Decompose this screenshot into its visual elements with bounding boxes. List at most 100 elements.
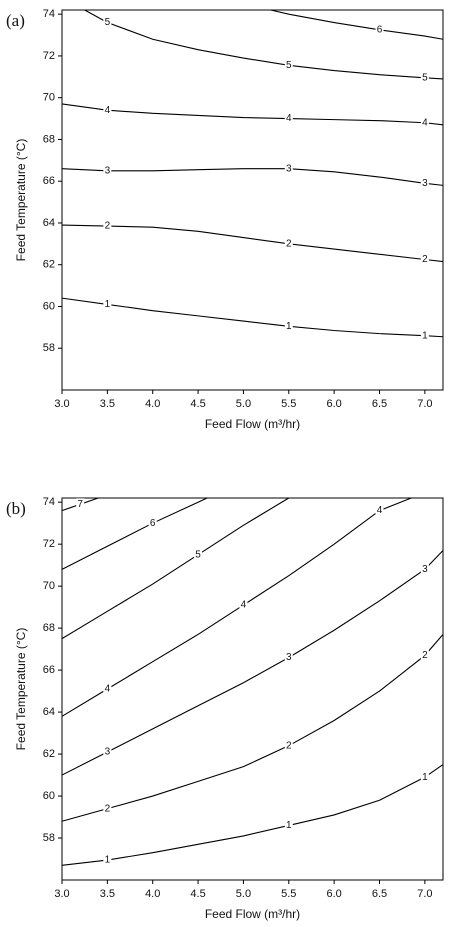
x-tick-label: 3.0 [54,398,69,410]
contour-label-bg [420,253,429,266]
contour-label-bg [103,683,112,695]
contour-line [61,634,444,822]
contour-label-bg [239,599,248,612]
contour-label-bg [284,651,293,664]
contour-label-bg [420,329,429,342]
contour-label: 1 [286,820,292,831]
contour-label: 1 [422,772,428,783]
contour-label-bg [284,237,293,250]
contour-label: 1 [105,855,111,866]
contour-label: 4 [105,684,111,695]
x-tick-label: 5.0 [236,398,251,410]
y-tick-label: 64 [43,217,55,229]
y-tick-label: 68 [43,133,55,145]
y-tick-label: 62 [43,259,55,271]
contour-label: 5 [286,60,292,71]
x-tick-label: 6.0 [326,398,341,410]
contour-label-bg [420,771,429,784]
contour-line [61,550,444,776]
contour-label: 3 [422,178,428,189]
contour-label: 4 [105,105,111,116]
y-axis-title: Feed Temperature (°C) [14,628,28,751]
contour-label: 3 [422,564,428,575]
x-tick-label: 3.5 [100,888,115,900]
y-tick-label: 68 [43,622,55,634]
y-tick-label: 74 [43,8,55,20]
panel: (a)3.0 3.5 4.0 4.5 5.0 5.5 6.0 6.5 7.05860626466… [6,8,444,431]
contour-line [61,497,290,640]
y-tick-label: 60 [43,300,55,312]
x-tick-label: 4.5 [190,398,205,410]
contour-label: 2 [422,650,428,661]
contour-line [61,103,444,126]
contour-label-bg [284,320,293,333]
x-tick-label: 5.5 [281,888,296,900]
x-tick-label: 3.5 [100,398,115,410]
contour-label-bg [420,177,429,190]
x-tick-label: 7.0 [417,398,432,410]
contour-label: 3 [105,747,111,758]
x-axis-title: Feed Flow (m³/hr) [205,417,300,431]
contour-label: 2 [422,254,428,265]
x-tick-label: 6.0 [326,888,341,900]
panel-label: (a) [6,11,25,30]
contour-label-bg [103,298,112,311]
y-tick-label: 70 [43,92,55,104]
y-tick-label: 58 [43,832,55,844]
y-tick-label: 66 [43,175,55,187]
contour-label: 3 [286,163,292,174]
contour-label: 4 [286,113,292,124]
contour-label: 5 [105,17,111,28]
y-tick-label: 66 [43,664,55,676]
y-axis-title: Feed Temperature (°C) [14,139,28,262]
x-tick-label: 4.0 [145,398,160,410]
contour-label-bg [103,802,112,815]
contour-label: 3 [105,165,111,176]
contour-line [270,9,444,40]
contour-label: 2 [105,803,111,814]
contour-line [61,297,444,338]
x-tick-label: 3.0 [54,888,69,900]
x-tick-label: 6.5 [372,888,387,900]
contour-label: 2 [105,221,111,232]
contour-label-bg [103,104,112,117]
contour-label-bg [420,71,429,84]
contour-label-bg [194,548,203,561]
contour-line [84,9,444,80]
contour-label-bg [103,854,112,867]
panel: (b)3.0 3.5 4.0 4.5 5.0 5.5 6.0 6.5 7.05860626466… [6,496,444,921]
contour-label-bg [284,112,293,125]
y-tick-label: 72 [43,50,55,62]
y-tick-label: 62 [43,748,55,760]
contour-label: 2 [286,740,292,751]
x-tick-label: 4.5 [190,888,205,900]
plot-frame [61,9,444,391]
contour-label: 1 [286,321,292,332]
contour-label-bg [76,498,85,511]
contour-label-bg [375,23,384,36]
contour-label-bg [420,563,429,576]
contour-label-bg [284,59,293,72]
y-tick-label: 70 [43,580,55,592]
x-tick-label: 7.0 [417,888,432,900]
contour-label: 6 [377,24,383,35]
contour-label-bg [284,819,293,832]
contour-label-bg [103,16,112,29]
contour-label: 4 [422,117,428,128]
contour-label-bg [420,649,429,662]
contour-label-bg [103,745,112,758]
y-tick-label: 58 [43,342,55,354]
contour-label-bg [148,517,157,530]
contour-label: 4 [377,505,383,516]
contour-label: 1 [105,299,111,310]
contour-label: 4 [241,600,247,611]
contour-line [61,224,444,263]
contour-label: 5 [195,549,201,560]
x-tick-label: 6.5 [372,398,387,410]
contour-label-bg [103,164,112,177]
x-axis-title: Feed Flow (m³/hr) [205,907,300,921]
y-tick-label: 64 [43,706,55,718]
contour-label: 2 [286,238,292,249]
contour-label: 6 [150,518,156,529]
